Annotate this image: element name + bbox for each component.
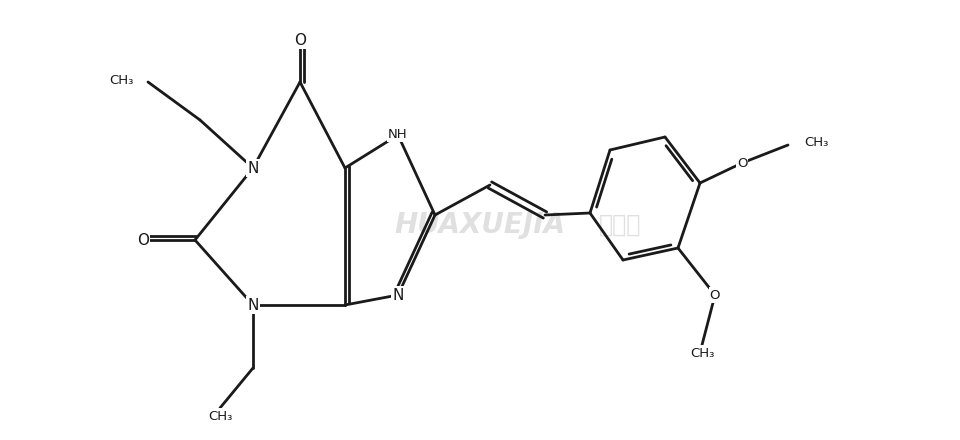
Text: CH₃: CH₃ — [207, 410, 232, 422]
Text: NH: NH — [388, 128, 408, 140]
Text: N: N — [393, 287, 404, 303]
Text: O: O — [137, 232, 149, 247]
Text: 化学加: 化学加 — [599, 213, 641, 237]
Text: HUAXUEJIA: HUAXUEJIA — [395, 211, 565, 239]
Text: CH₃: CH₃ — [109, 73, 134, 87]
Text: O: O — [736, 157, 747, 169]
Text: O: O — [294, 33, 306, 48]
Text: O: O — [709, 289, 720, 301]
Text: N: N — [248, 297, 258, 312]
Text: CH₃: CH₃ — [690, 347, 714, 359]
Text: N: N — [248, 161, 258, 176]
Text: CH₃: CH₃ — [804, 136, 828, 149]
